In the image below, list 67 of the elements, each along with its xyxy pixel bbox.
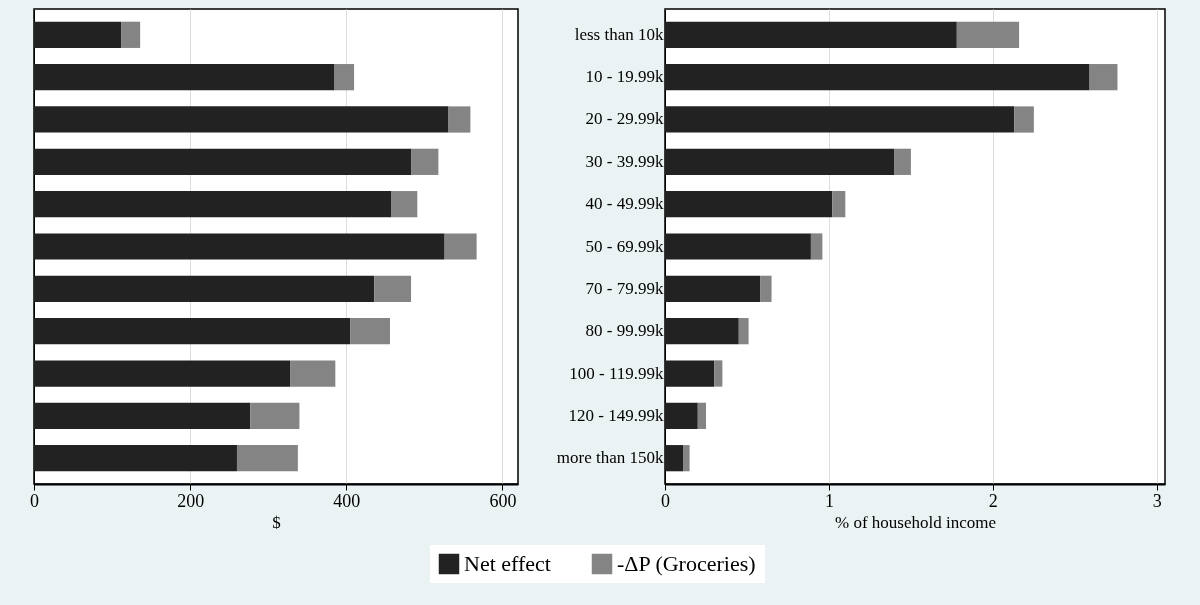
- bar: [683, 445, 690, 472]
- bar: [34, 318, 351, 345]
- bar: [236, 445, 298, 472]
- x-tick-label: 3: [1152, 490, 1162, 511]
- bar: [665, 318, 739, 345]
- x-tick-label: 400: [333, 490, 361, 511]
- bar: [714, 360, 723, 387]
- bar: [894, 148, 911, 175]
- bar: [760, 275, 772, 302]
- bar: [350, 318, 390, 345]
- bar: [665, 402, 698, 429]
- bar: [665, 148, 895, 175]
- bar: [34, 360, 291, 387]
- y-tick-label: 40 - 49.99k: [585, 194, 664, 214]
- bar: [34, 106, 449, 133]
- x-axis-title: % of household income: [835, 512, 996, 532]
- legend-label: Net effect: [464, 551, 551, 576]
- y-tick-label: 30 - 39.99k: [585, 151, 664, 171]
- x-tick-label: 600: [489, 490, 517, 511]
- x-tick-label: 0: [661, 490, 670, 511]
- bar: [374, 275, 412, 302]
- bar: [665, 445, 684, 472]
- bar: [697, 402, 706, 429]
- bar: [290, 360, 336, 387]
- bar: [411, 148, 439, 175]
- y-tick-label: more than 150k: [556, 448, 664, 468]
- y-tick-label: 80 - 99.99k: [585, 321, 664, 341]
- x-tick-label: 200: [177, 490, 205, 511]
- bar: [665, 191, 833, 218]
- y-tick-label: 120 - 149.99k: [568, 405, 664, 425]
- bar: [334, 64, 355, 91]
- x-tick-label: 0: [30, 490, 39, 511]
- y-tick-label: 10 - 19.99k: [585, 67, 664, 87]
- bar: [665, 106, 1015, 133]
- bar: [665, 360, 715, 387]
- x-tick-label: 1: [824, 490, 834, 511]
- bar: [34, 21, 122, 48]
- bar: [448, 106, 471, 133]
- bar: [34, 402, 251, 429]
- bar: [665, 21, 957, 48]
- bar: [665, 275, 761, 302]
- bar: [34, 191, 392, 218]
- bar: [444, 233, 477, 260]
- y-tick-label: 100 - 119.99k: [569, 363, 664, 383]
- y-tick-label: 20 - 29.99k: [585, 109, 664, 129]
- bar: [810, 233, 823, 260]
- bar: [1089, 64, 1118, 91]
- bar: [34, 275, 375, 302]
- legend-label: -ΔP (Groceries): [617, 551, 756, 576]
- y-tick-label: less than 10k: [574, 24, 664, 44]
- bar: [121, 21, 141, 48]
- bar: [34, 64, 335, 91]
- bar: [34, 233, 445, 260]
- bar: [665, 233, 811, 260]
- bar: [1014, 106, 1034, 133]
- bar: [391, 191, 418, 218]
- bar: [34, 148, 412, 175]
- bar: [250, 402, 300, 429]
- bar: [832, 191, 846, 218]
- y-tick-label: 70 - 79.99k: [585, 278, 664, 298]
- bar: [956, 21, 1020, 48]
- x-axis-title: $: [272, 512, 281, 532]
- y-tick-label: 50 - 69.99k: [585, 236, 664, 256]
- bar: [34, 445, 237, 472]
- bar: [738, 318, 749, 345]
- bar: [665, 64, 1090, 91]
- x-tick-label: 2: [988, 490, 998, 511]
